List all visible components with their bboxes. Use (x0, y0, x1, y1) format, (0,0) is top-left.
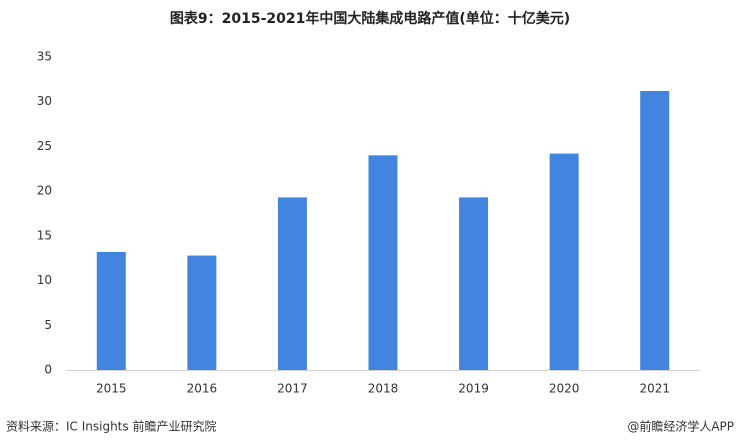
bar (368, 155, 398, 370)
chart-title: 图表9：2015-2021年中国大陆集成电路产值(单位：十亿美元) (170, 10, 570, 27)
x-tick-label: 2019 (458, 382, 489, 396)
y-tick-label: 20 (37, 184, 52, 198)
source-note: 资料来源：IC Insights 前瞻产业研究院 (6, 419, 216, 434)
bar (640, 90, 670, 371)
x-tick-label: 2021 (639, 382, 670, 396)
x-tick-label: 2016 (187, 382, 218, 396)
bar (549, 153, 579, 370)
y-tick-label: 5 (44, 318, 52, 332)
bar (277, 197, 307, 370)
bar (459, 197, 489, 370)
y-tick-label: 10 (37, 273, 52, 287)
x-tick-label: 2015 (96, 382, 127, 396)
credit: @前瞻经济学人APP (627, 419, 734, 434)
bar (187, 255, 217, 370)
x-tick-label: 2018 (368, 382, 399, 396)
bar (96, 251, 126, 370)
y-tick-label: 15 (37, 228, 52, 242)
y-tick-label: 30 (37, 94, 52, 108)
x-tick-label: 2020 (549, 382, 580, 396)
y-tick-label: 35 (37, 50, 52, 64)
y-tick-label: 0 (44, 363, 52, 377)
y-tick-label: 25 (37, 139, 52, 153)
x-tick-label: 2017 (277, 382, 308, 396)
